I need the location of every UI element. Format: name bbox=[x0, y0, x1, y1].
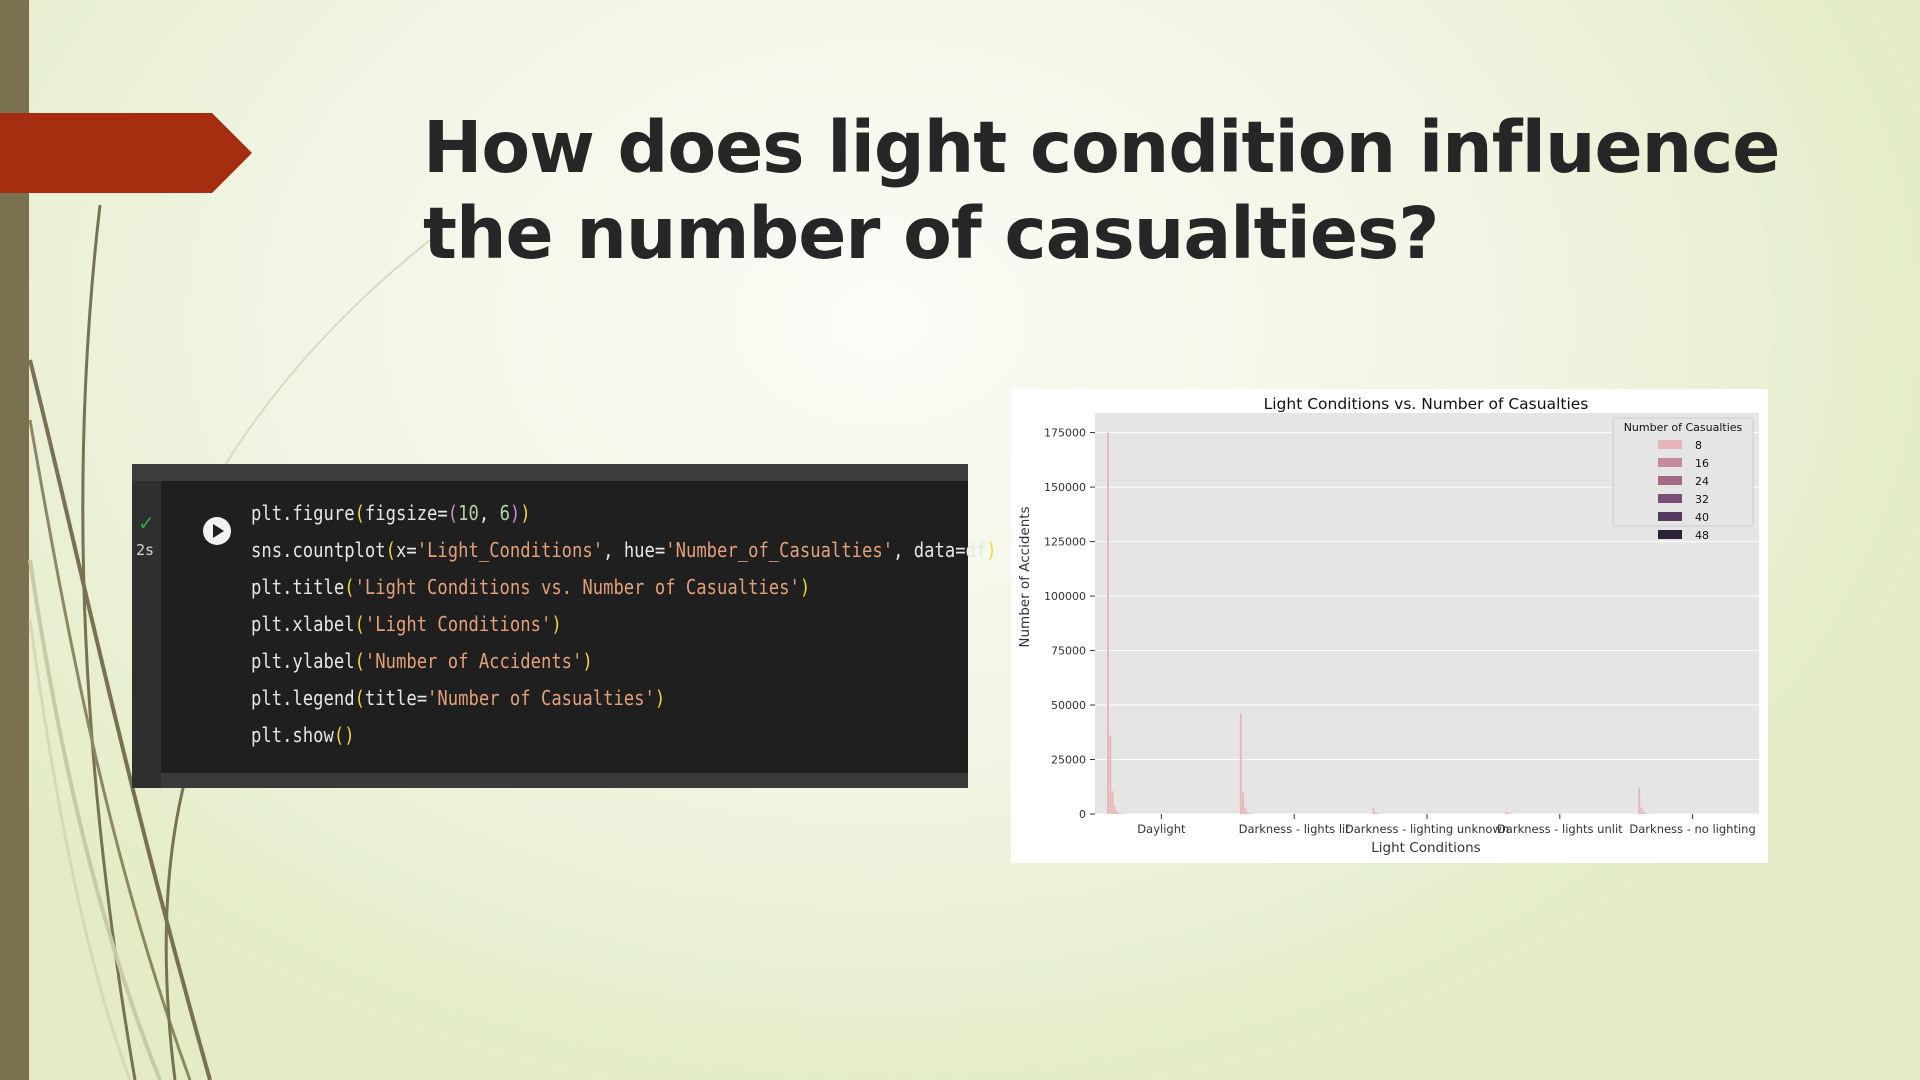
code-editor[interactable]: plt.figure(figsize=(10, 6)) sns.countplo… bbox=[161, 481, 997, 773]
legend-swatch bbox=[1658, 476, 1682, 485]
run-cell-button[interactable] bbox=[203, 517, 231, 545]
check-icon: ✓ bbox=[138, 511, 155, 535]
bar bbox=[1642, 811, 1645, 814]
bar bbox=[1374, 812, 1377, 814]
code-cell-top-bar bbox=[132, 464, 968, 481]
bar bbox=[1645, 813, 1648, 814]
bar bbox=[1505, 811, 1508, 814]
bar bbox=[1640, 807, 1643, 814]
bar bbox=[1507, 813, 1510, 814]
y-tick-label: 25000 bbox=[1051, 754, 1086, 767]
chart-xlabel: Light Conditions bbox=[1371, 840, 1480, 856]
legend-label: 24 bbox=[1695, 475, 1709, 488]
bar bbox=[1638, 787, 1641, 814]
code-line: sns.countplot(x='Light_Conditions', hue=… bbox=[251, 538, 997, 562]
bar bbox=[1249, 813, 1251, 814]
legend-label: 40 bbox=[1695, 511, 1709, 524]
x-tick-label: Darkness - lights lit bbox=[1239, 822, 1351, 836]
bar bbox=[1111, 791, 1114, 814]
y-tick-label: 75000 bbox=[1051, 645, 1086, 658]
legend-label: 16 bbox=[1695, 457, 1709, 470]
x-tick-label: Daylight bbox=[1137, 822, 1186, 836]
bar bbox=[1246, 811, 1249, 814]
slide-title: How does light condition influence the n… bbox=[423, 106, 1780, 275]
bar bbox=[1107, 432, 1109, 814]
bar bbox=[1118, 812, 1121, 814]
legend-swatch bbox=[1658, 440, 1682, 449]
legend-swatch bbox=[1658, 512, 1682, 521]
x-tick-label: Darkness - no lighting bbox=[1629, 822, 1755, 836]
legend-swatch bbox=[1658, 458, 1682, 467]
y-tick-label: 125000 bbox=[1044, 536, 1086, 549]
bar bbox=[1244, 807, 1247, 814]
code-line: plt.ylabel('Number of Accidents') bbox=[251, 649, 593, 673]
bar bbox=[1239, 713, 1242, 814]
chart-legend bbox=[1612, 417, 1754, 527]
y-tick-label: 150000 bbox=[1044, 481, 1086, 494]
legend-label: 32 bbox=[1695, 493, 1709, 506]
legend-title: Number of Casualties bbox=[1624, 421, 1743, 434]
y-tick-label: 50000 bbox=[1051, 699, 1086, 712]
countplot-chart: Light Conditions vs. Number of Casualtie… bbox=[1017, 395, 1759, 856]
code-cell-gutter: ✓ 2s bbox=[132, 481, 161, 788]
y-tick-label: 100000 bbox=[1044, 590, 1086, 603]
code-line: plt.figure(figsize=(10, 6)) bbox=[251, 501, 531, 525]
chart-image: Light Conditions vs. Number of Casualtie… bbox=[1011, 389, 1768, 863]
bar bbox=[1116, 811, 1119, 814]
legend-label: 8 bbox=[1695, 439, 1702, 452]
y-tick-label: 175000 bbox=[1044, 427, 1086, 440]
code-line: plt.legend(title='Number of Casualties') bbox=[251, 686, 666, 710]
accent-arrow-tab bbox=[0, 113, 252, 193]
y-tick-label: 0 bbox=[1079, 808, 1086, 821]
bar bbox=[1113, 806, 1116, 814]
code-line: plt.show() bbox=[251, 723, 355, 747]
bar bbox=[1372, 807, 1375, 814]
x-tick-label: Darkness - lights unlit bbox=[1497, 822, 1623, 836]
legend-swatch bbox=[1658, 530, 1682, 539]
bar bbox=[1109, 735, 1112, 814]
x-tick-label: Darkness - lighting unknown bbox=[1345, 822, 1509, 836]
chart-title: Light Conditions vs. Number of Casualtie… bbox=[1264, 395, 1589, 413]
code-line: plt.title('Light Conditions vs. Number o… bbox=[251, 575, 811, 599]
code-cell[interactable]: ✓ 2s plt.figure(figsize=(10, 6)) sns.cou… bbox=[132, 464, 997, 788]
bar bbox=[1242, 792, 1245, 814]
legend-label: 48 bbox=[1695, 529, 1709, 542]
execution-time: 2s bbox=[136, 541, 155, 559]
code-line: plt.xlabel('Light Conditions') bbox=[251, 612, 562, 636]
legend-swatch bbox=[1658, 494, 1682, 503]
chart-ylabel: Number of Accidents bbox=[1017, 506, 1033, 647]
